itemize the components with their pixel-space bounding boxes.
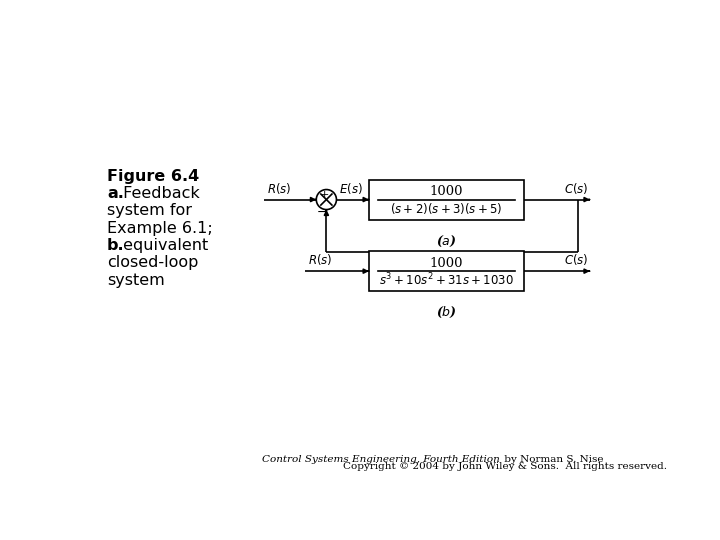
Text: Feedback: Feedback [118, 186, 200, 201]
Text: by Norman S. Nise: by Norman S. Nise [500, 455, 603, 464]
Text: $(s+2)(s+3)(s+5)$: $(s+2)(s+3)(s+5)$ [390, 201, 503, 217]
Text: 1000: 1000 [430, 257, 463, 270]
Text: ($b$): ($b$) [436, 305, 457, 320]
Text: ($a$): ($a$) [436, 233, 457, 248]
Text: $C(s)$: $C(s)$ [564, 181, 588, 195]
Bar [369, 179, 524, 220]
Text: Copyright © 2004 by John Wiley & Sons.  All rights reserved.: Copyright © 2004 by John Wiley & Sons. A… [343, 462, 667, 471]
Text: Figure 6.4: Figure 6.4 [107, 168, 199, 184]
Text: $E(s)$: $E(s)$ [339, 181, 362, 195]
Text: 1000: 1000 [430, 185, 463, 198]
Text: system: system [107, 273, 165, 288]
Text: +: + [320, 190, 329, 200]
Text: −: − [317, 206, 328, 219]
Bar [369, 251, 524, 291]
Text: Control Systems Engineering, Fourth Edition: Control Systems Engineering, Fourth Edit… [262, 455, 500, 464]
Text: $R(s)$: $R(s)$ [307, 252, 332, 267]
Text: equivalent: equivalent [118, 238, 209, 253]
Text: Example 6.1;: Example 6.1; [107, 221, 213, 236]
Text: $C(s)$: $C(s)$ [564, 252, 588, 267]
Text: closed-loop: closed-loop [107, 255, 199, 271]
Text: system for: system for [107, 204, 192, 218]
Text: $R(s)$: $R(s)$ [266, 181, 291, 195]
Text: b.: b. [107, 238, 125, 253]
Text: a.: a. [107, 186, 124, 201]
Text: $s^3+10s^2+31s+1030$: $s^3+10s^2+31s+1030$ [379, 272, 514, 289]
